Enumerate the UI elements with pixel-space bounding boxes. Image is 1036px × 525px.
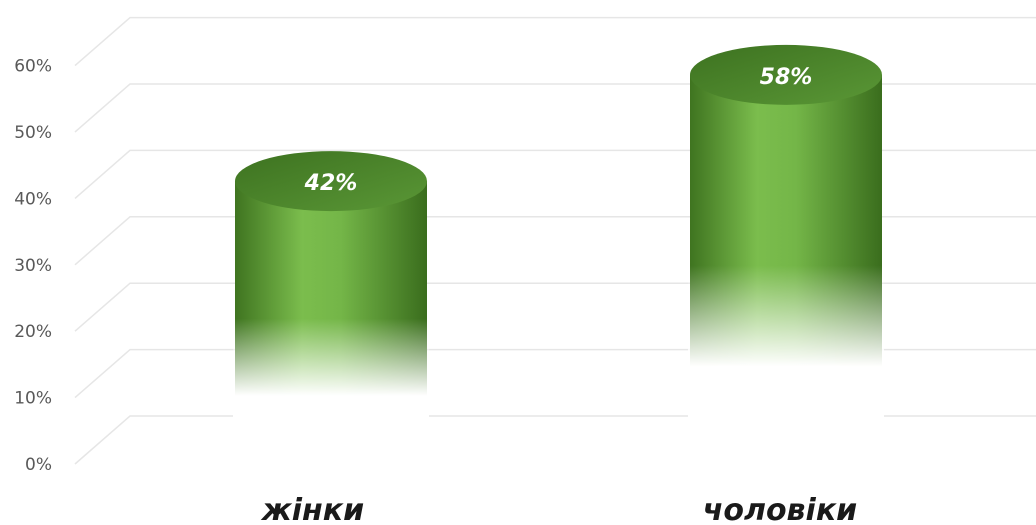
y-tick-label: 50% — [14, 123, 52, 143]
y-tick-label: 60% — [14, 57, 52, 77]
gridline — [74, 348, 1036, 399]
bars: 42% 58% — [233, 44, 884, 490]
bar: 58% — [688, 44, 884, 490]
gridline — [74, 83, 1036, 133]
gridline — [74, 282, 1036, 332]
x-axis: жінки чоловіки — [260, 493, 857, 525]
gridline — [74, 415, 1036, 465]
gridlines — [74, 16, 1036, 465]
gridline — [74, 149, 1036, 199]
bar: 42% — [233, 151, 429, 490]
y-axis: 0% 10% 20% 30% 40% 50% 60% — [14, 57, 52, 475]
y-tick-label: 10% — [14, 389, 52, 409]
gridline — [74, 16, 1036, 67]
gridline — [74, 216, 1036, 266]
y-tick-label: 0% — [25, 455, 52, 475]
x-category-label: чоловіки — [703, 493, 857, 525]
y-tick-label: 20% — [14, 322, 52, 342]
data-label: 42% — [304, 171, 358, 196]
y-tick-label: 30% — [14, 256, 52, 276]
y-tick-label: 40% — [14, 189, 52, 209]
x-category-label: жінки — [260, 493, 364, 525]
data-label: 58% — [760, 65, 813, 90]
